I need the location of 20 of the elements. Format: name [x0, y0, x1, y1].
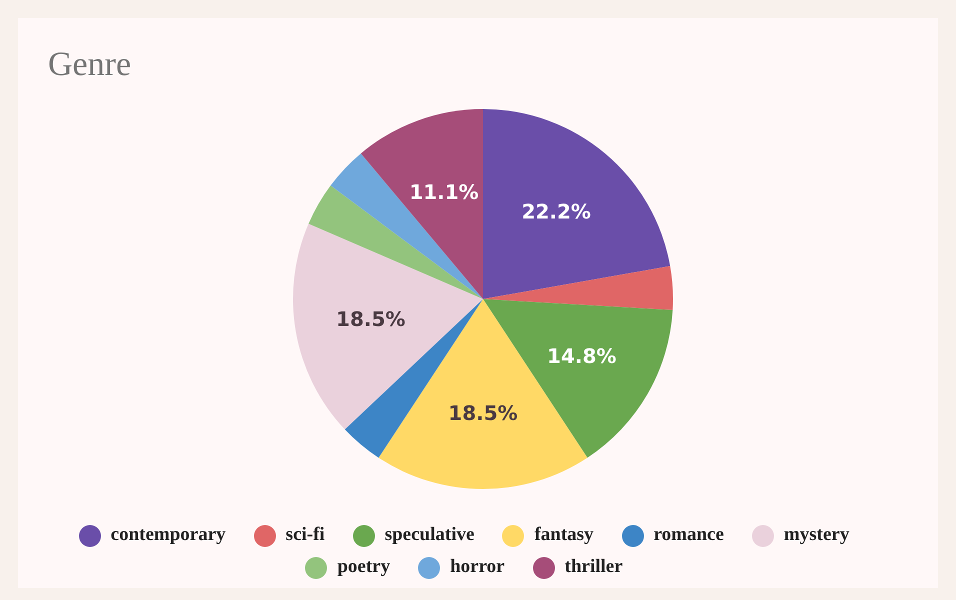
legend-label: contemporary: [110, 524, 226, 545]
pie-slice: [483, 266, 673, 310]
data-label: 18.5%: [448, 401, 518, 425]
data-label: 11.1%: [409, 180, 479, 204]
pie-slice: [483, 109, 670, 299]
legend-label: sci-fi: [286, 524, 325, 545]
legend-label: thriller: [564, 556, 623, 577]
legend-label: speculative: [384, 524, 474, 545]
legend-label: mystery: [784, 524, 850, 545]
legend-label: horror: [450, 556, 505, 577]
pie-slice: [308, 186, 483, 299]
pie-slice: [360, 109, 483, 299]
data-label: 18.5%: [336, 306, 406, 331]
legend-label: fantasy: [534, 524, 594, 545]
legend-label: romance: [654, 524, 724, 545]
legend-label: poetry: [337, 556, 390, 577]
pie-slice: [330, 153, 483, 299]
data-label: 22.2%: [522, 200, 591, 224]
data-label: 14.8%: [547, 344, 616, 368]
chart-title: Genre: [48, 46, 132, 84]
